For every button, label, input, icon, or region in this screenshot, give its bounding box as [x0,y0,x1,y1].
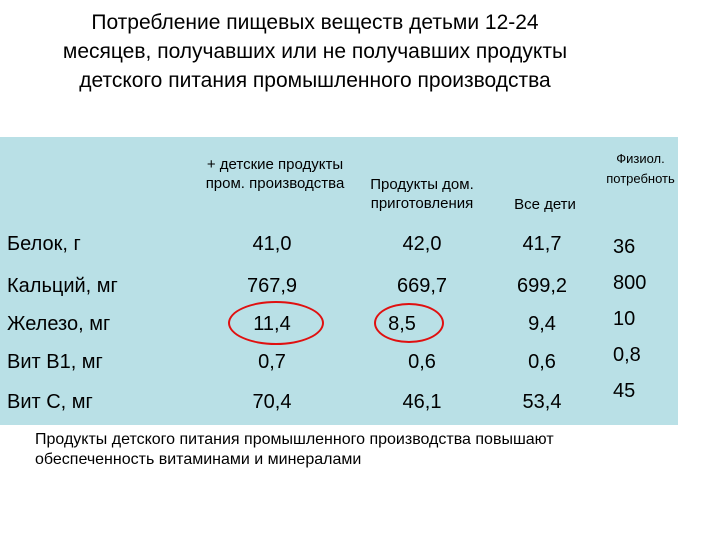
conclusion-note: Продукты детского питания промышленного … [35,430,625,470]
column-header-all-children: Все дети [514,196,576,213]
row-label-vitamin-c: Вит С, мг [7,391,93,413]
cell-vitamin-c-all: 53,4 [522,391,562,413]
cell-vitamin-b1-homemade: 0,6 [408,351,436,373]
cell-vitamin-c-industrial: 70,4 [252,391,292,413]
cell-vitamin-b1-industrial: 0,7 [258,351,286,373]
cell-calcium-homemade: 669,7 [396,275,448,297]
slide-title: Потребление пищевых веществ детьми 12-24… [62,11,568,92]
row-label-vitamin-b1: Вит В1, мг [7,351,103,373]
cell-calcium-all: 699,2 [516,275,568,297]
norm-vitamin-b1: 0,8 [613,344,641,366]
cell-iron-all: 9,4 [528,313,556,335]
norm-iron: 10 [613,308,636,330]
highlight-circle-iron-homemade [374,303,444,343]
cell-vitamin-b1-all: 0,6 [528,351,556,373]
cell-calcium-industrial: 767,9 [246,275,298,297]
cell-protein-all: 41,7 [522,233,562,255]
cell-vitamin-c-homemade: 46,1 [402,391,442,413]
row-label-protein: Белок, г [7,233,81,255]
norm-calcium: 800 [613,272,647,294]
norm-vitamin-c: 45 [613,380,636,402]
nutrition-table: + детские продукты пром. производства Пр… [0,137,678,425]
highlight-circle-iron-industrial [228,301,324,345]
norm-protein: 36 [613,236,636,258]
column-header-homemade: Продукты дом. приготовления [370,176,474,212]
column-header-industrial: + детские продукты пром. производства [205,156,345,192]
row-label-calcium: Кальций, мг [7,275,118,297]
column-header-physiological-need: Физиол. потребноть [606,151,675,186]
cell-protein-industrial: 41,0 [252,233,292,255]
row-label-iron: Железо, мг [7,313,111,335]
cell-protein-homemade: 42,0 [402,233,442,255]
